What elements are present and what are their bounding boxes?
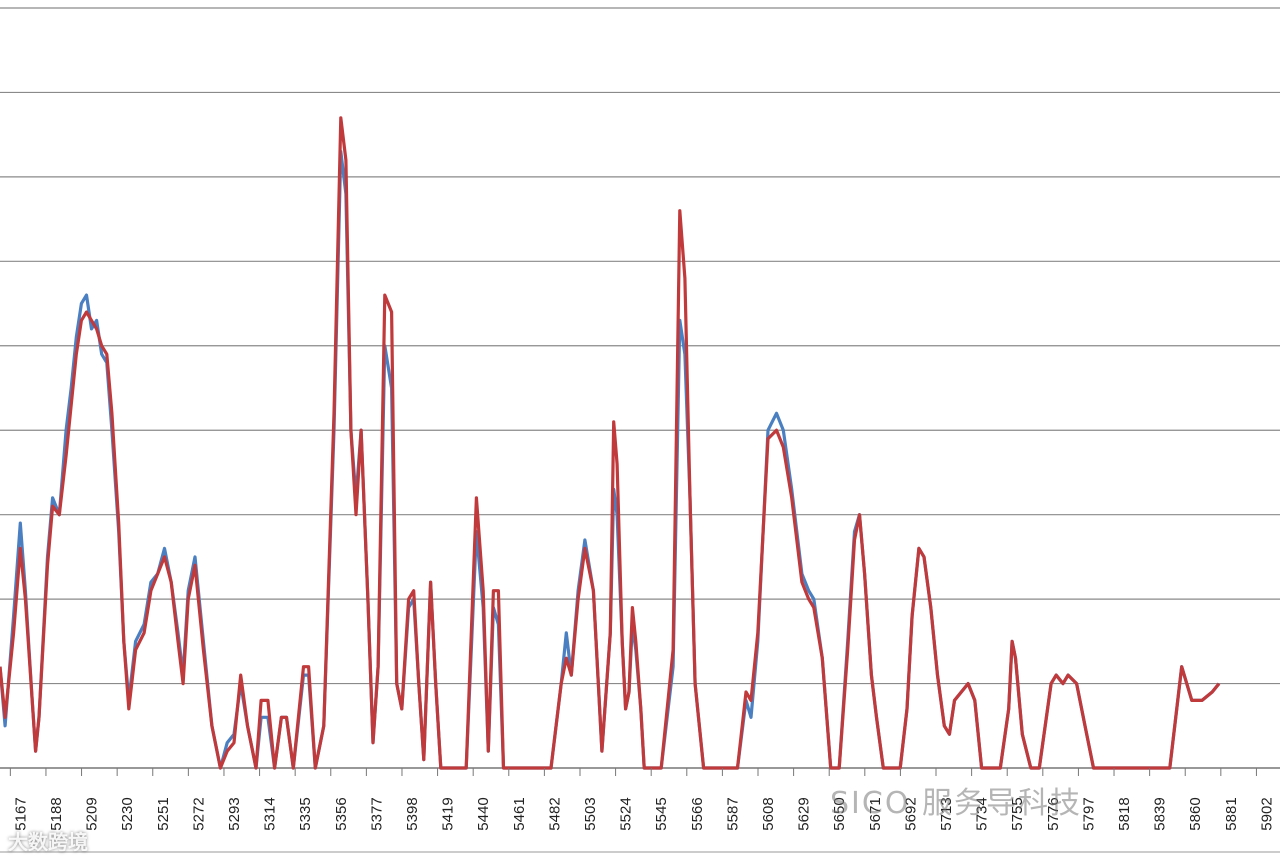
x-tick-label: 5482 (546, 797, 563, 830)
x-tick-label: 5398 (404, 797, 421, 830)
x-tick-label: 5230 (119, 797, 136, 830)
x-tick-label: 5545 (653, 797, 670, 830)
x-tick-label: 5419 (440, 797, 457, 830)
x-tick-label: 5314 (262, 797, 279, 830)
x-tick-label: 5503 (582, 797, 599, 830)
x-tick-label: 5713 (938, 797, 955, 830)
gridlines (0, 7, 1280, 769)
x-tick-label: 5839 (1152, 797, 1169, 830)
x-tick-label: 5209 (84, 797, 101, 830)
x-tick-label: 5902 (1258, 797, 1275, 830)
x-tick-label: 5167 (12, 797, 29, 830)
series-line-2 (0, 116, 1221, 770)
x-tick-label: 5650 (831, 797, 848, 830)
x-tick-label: 5566 (689, 797, 706, 830)
x-tick-label: 5881 (1223, 797, 1240, 830)
x-tick-label: 5755 (1009, 797, 1026, 830)
watermark-bottom-left: 大数跨境 (8, 830, 88, 854)
x-tick-label: 5335 (297, 797, 314, 830)
x-tick-label: 5776 (1045, 797, 1062, 830)
x-tick-label: 5608 (760, 797, 777, 830)
x-tick-label: 5818 (1116, 797, 1133, 830)
x-tick-label: 5587 (724, 797, 741, 830)
x-tick-label: 5377 (368, 797, 385, 830)
x-axis: 5167 5188 5209 5230 5251 5272 5293 5314 5335 5356… (0, 768, 1280, 853)
x-tick-label: 5272 (190, 797, 207, 830)
x-tick-label: 5356 (333, 797, 350, 830)
watermark-center: SICO 服务导科技 (830, 786, 1082, 821)
x-tick-label: 5797 (1080, 797, 1097, 830)
x-tick-label: 5860 (1187, 797, 1204, 830)
x-tick-label: 5251 (155, 797, 172, 830)
x-tick-label: 5734 (974, 797, 991, 830)
x-tick-label: 5671 (867, 797, 884, 830)
x-tick-label: 5293 (226, 797, 243, 830)
x-tick-label: 5692 (902, 797, 919, 830)
x-tick-label: 5440 (475, 797, 492, 830)
x-tick-label: 5629 (796, 797, 813, 830)
x-tick-label: 5188 (48, 797, 65, 830)
series-lines (0, 116, 1221, 770)
x-tick-label: 5524 (618, 797, 635, 830)
x-tick-label: 5461 (511, 797, 528, 830)
